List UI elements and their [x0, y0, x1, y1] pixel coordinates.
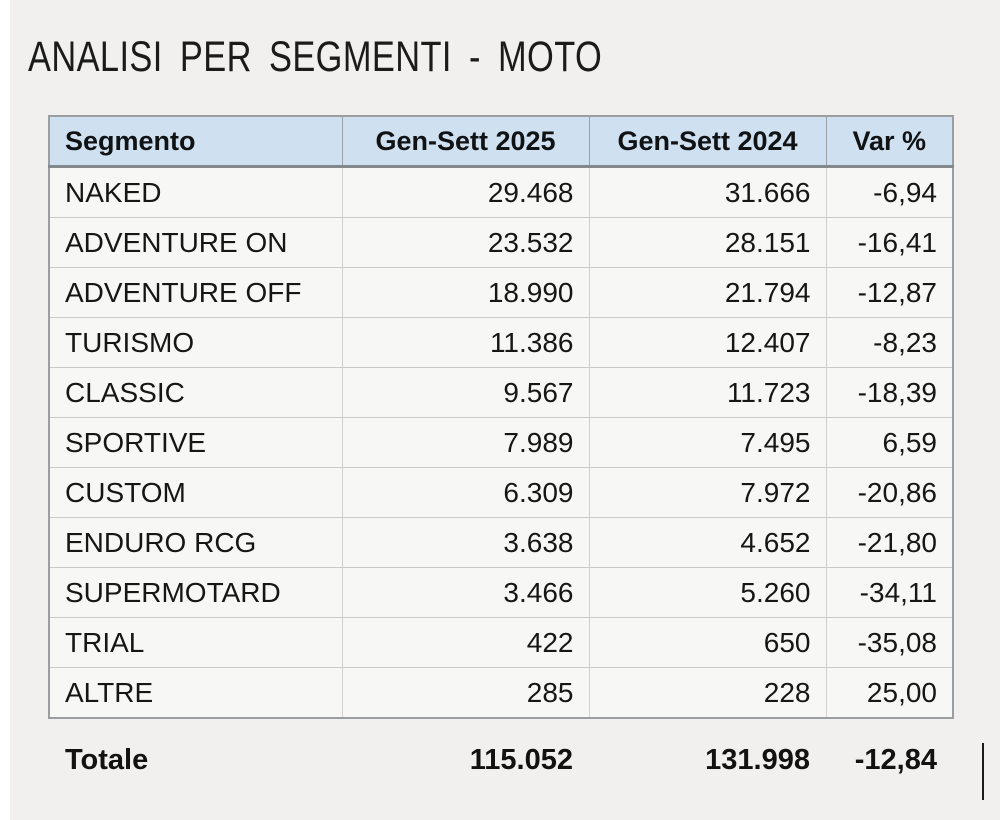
- table-row: ADVENTURE ON 23.532 28.151 -16,41: [49, 217, 953, 268]
- table-row: TURISMO 11.386 12.407 -8,23: [49, 317, 953, 368]
- cell-var-pct: -21,80: [825, 517, 953, 568]
- total-label: Totale: [65, 743, 149, 776]
- table-row: TRIAL 422 650 -35,08: [49, 617, 953, 668]
- cell-segment: TURISMO: [49, 317, 342, 368]
- table-row: ENDURO RCG 3.638 4.652 -21,80: [49, 517, 953, 568]
- cell-segment: NAKED: [65, 176, 162, 208]
- cell-var-pct: 25,00: [825, 667, 953, 718]
- cell-var-pct: -20,86: [825, 467, 953, 518]
- cell-segment: SUPERMOTARD: [49, 567, 342, 618]
- cell-segment: ADVENTURE ON: [49, 217, 342, 268]
- cell-gen-sett-2025: 3.466: [341, 567, 589, 618]
- table-row: NAKED 29.468 31.666 -6,94: [49, 166, 953, 218]
- cell-gen-sett-2025: 18.990: [341, 267, 589, 318]
- cell-gen-sett-2025: 6.309: [341, 467, 589, 518]
- total-row: Totale 115.052 131.998 -12,84: [48, 735, 952, 785]
- table-row: CUSTOM 6.309 7.972 -20,86: [49, 467, 953, 518]
- cell-gen-sett-2025: 29.468: [341, 166, 589, 218]
- column-header-var-pct: Var %: [825, 116, 953, 168]
- cell-var-pct: -12,87: [825, 267, 953, 318]
- text-cursor: [982, 743, 984, 800]
- cell-gen-sett-2025: 9.567: [341, 367, 589, 418]
- cell-segment: TRIAL: [49, 617, 342, 668]
- cell-var-pct: -16,41: [825, 217, 953, 268]
- table-header: Segmento Gen-Sett 2025 Gen-Sett 2024 Var…: [49, 116, 953, 168]
- total-var: -12,84: [854, 743, 937, 776]
- cell-gen-sett-2025: 422: [341, 617, 589, 668]
- cell-var-pct: -18,39: [825, 367, 953, 418]
- cell-segment: CLASSIC: [49, 367, 342, 418]
- table-row: CLASSIC 9.567 11.723 -18,39: [49, 367, 953, 418]
- cell-gen-sett-2025: 285: [341, 667, 589, 718]
- cell-gen-sett-2024: 650: [588, 617, 826, 668]
- cell-gen-sett-2025: 23.532: [341, 217, 589, 268]
- cell-gen-sett-2025: 3.638: [341, 517, 589, 568]
- cell-gen-sett-2024: 21.794: [588, 267, 826, 318]
- cell-var-pct: -34,11: [825, 567, 953, 618]
- cell-gen-sett-2024: 7.972: [588, 467, 826, 518]
- cell-var-pct: -8,23: [825, 317, 953, 368]
- cell-segment: ALTRE: [49, 667, 342, 718]
- cell-var-pct: -6,94: [825, 166, 953, 218]
- cell-gen-sett-2024: 4.652: [588, 517, 826, 568]
- total-2024: 131.998: [705, 743, 810, 776]
- table-header-row: Segmento Gen-Sett 2025 Gen-Sett 2024 Var…: [49, 116, 953, 168]
- cell-segment: SPORTIVE: [49, 417, 342, 468]
- table-row: SUPERMOTARD 3.466 5.260 -34,11: [49, 567, 953, 618]
- table-row: SPORTIVE 7.989 7.495 6,59: [49, 417, 953, 468]
- table-row: ADVENTURE OFF 18.990 21.794 -12,87: [49, 267, 953, 318]
- cell-gen-sett-2024: 11.723: [588, 367, 826, 418]
- cell-gen-sett-2024: 31.666: [588, 166, 826, 218]
- left-margin-strip: [0, 0, 10, 820]
- cell-gen-sett-2024: 7.495: [588, 417, 826, 468]
- column-header-gen-sett-2025: Gen-Sett 2025: [341, 116, 589, 168]
- column-header-gen-sett-2024: Gen-Sett 2024: [588, 116, 826, 168]
- cell-var-pct: -35,08: [825, 617, 953, 668]
- cell-gen-sett-2025: 11.386: [341, 317, 589, 368]
- cell-gen-sett-2024: 28.151: [588, 217, 826, 268]
- cell-gen-sett-2024: 12.407: [588, 317, 826, 368]
- column-header-segmento: Segmento: [49, 116, 342, 168]
- cell-segment: ENDURO RCG: [49, 517, 342, 568]
- total-2025: 115.052: [469, 743, 573, 776]
- table-body: NAKED 29.468 31.666 -6,94 ADVENTURE ON 23.532…: [49, 166, 953, 718]
- cell-var-pct: 6,59: [825, 417, 953, 468]
- cell-segment: CUSTOM: [49, 467, 342, 518]
- segments-table: Segmento Gen-Sett 2025 Gen-Sett 2024 Var…: [48, 115, 954, 719]
- cell-segment: ADVENTURE OFF: [49, 267, 342, 318]
- cell-gen-sett-2024: 228: [588, 667, 826, 718]
- table-row: ALTRE 285 228 25,00: [49, 667, 953, 718]
- page-title: ANALISI PER SEGMENTI - MOTO: [28, 33, 603, 81]
- cell-gen-sett-2024: 5.260: [588, 567, 826, 618]
- cell-gen-sett-2025: 7.989: [341, 417, 589, 468]
